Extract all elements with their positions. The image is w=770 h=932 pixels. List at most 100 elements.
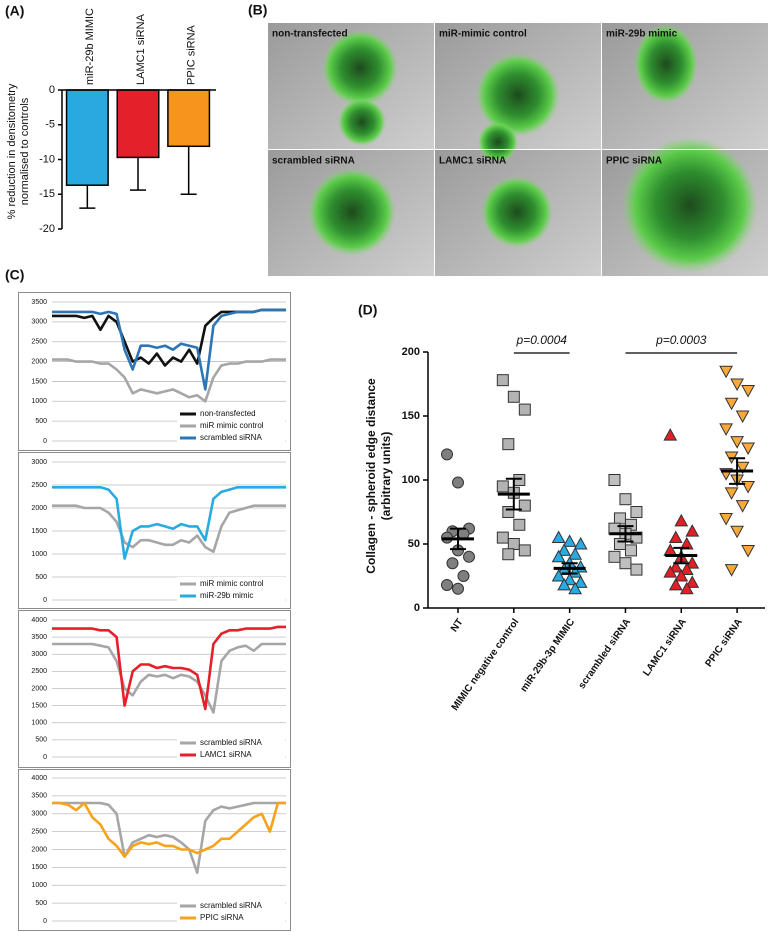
panel-label: (C) <box>5 267 24 283</box>
data-point <box>619 557 632 570</box>
y-tick-label: 2500 <box>31 668 47 675</box>
data-point <box>463 550 475 563</box>
data-point <box>502 548 515 561</box>
y-tick-label: 4000 <box>31 617 47 624</box>
data-point <box>613 512 626 525</box>
data-point <box>735 410 750 424</box>
data-point <box>719 365 733 379</box>
panel-label: (A) <box>5 3 24 19</box>
p-value: p=0.0004 <box>516 333 568 347</box>
y-tick-label: -20 <box>39 223 55 235</box>
data-point <box>735 500 750 513</box>
y-tick-label: 2000 <box>31 505 47 512</box>
spheroid <box>476 53 560 137</box>
legend-label: miR-29b mimic <box>200 591 253 600</box>
data-point <box>496 374 509 387</box>
data-point <box>674 513 689 527</box>
data-point <box>502 506 515 518</box>
y-tick-label: 3500 <box>31 634 47 641</box>
y-axis-label: normalised to controls <box>19 97 31 205</box>
y-axis-label: % reduction in densitometry <box>6 83 18 219</box>
y-tick-label: 0 <box>49 84 55 96</box>
legend-label: non-transfected <box>200 409 256 418</box>
y-tick-label: 2000 <box>31 358 47 365</box>
data-point <box>730 525 744 539</box>
data-point <box>630 531 643 544</box>
y-tick-label: 2000 <box>31 846 47 853</box>
data-point <box>741 384 755 398</box>
y-tick-label: 3000 <box>31 651 47 658</box>
y-tick-label: 3000 <box>31 459 47 466</box>
data-point <box>741 442 755 456</box>
data-point <box>562 534 577 547</box>
y-tick-label: 50 <box>408 538 420 550</box>
y-tick-label: 1500 <box>31 378 47 385</box>
data-point <box>502 438 515 451</box>
y-tick-label: 1000 <box>31 720 47 727</box>
data-point <box>518 544 531 557</box>
micrograph-label: miR-29b mimic <box>606 29 678 40</box>
legend-label: miR mimic control <box>200 579 264 588</box>
y-tick-label: 3500 <box>31 299 47 306</box>
category-label: LAMC1 siRNA <box>135 13 147 85</box>
y-tick-label: -15 <box>39 188 55 200</box>
data-point <box>679 562 694 576</box>
spheroid <box>338 98 386 146</box>
data-point <box>719 512 733 526</box>
legend-box <box>177 899 285 925</box>
p-value: p=0.0003 <box>655 333 707 347</box>
data-point <box>674 568 689 582</box>
spheroid <box>308 168 396 256</box>
legend-label: PPIC siRNA <box>200 913 244 922</box>
series-line <box>52 504 286 553</box>
micrograph-label: scrambled siRNA <box>272 156 355 167</box>
data-point <box>518 499 531 512</box>
y-tick-label: 500 <box>35 900 47 907</box>
data-point <box>452 582 464 595</box>
y-tick-label: 1500 <box>31 864 47 871</box>
data-point <box>663 428 678 441</box>
series-line <box>52 308 286 391</box>
bar <box>116 89 160 159</box>
series-line <box>52 625 286 711</box>
data-point <box>568 547 583 560</box>
series-line <box>52 642 286 714</box>
data-point <box>668 530 683 544</box>
data-point <box>441 448 453 461</box>
data-point <box>551 549 566 563</box>
y-tick-label: 500 <box>35 737 47 744</box>
series-line <box>52 801 286 874</box>
y-tick-label: 2000 <box>31 685 47 692</box>
data-point <box>551 568 566 582</box>
micrograph-label: miR-mimic control <box>439 29 527 40</box>
y-tick-label: 3500 <box>31 793 47 800</box>
data-point <box>518 403 531 416</box>
category-label: MIMIC negative control <box>450 617 522 713</box>
category-label: PPIC siRNA <box>186 24 198 85</box>
data-point <box>719 423 733 436</box>
y-tick-label: 0 <box>43 597 47 604</box>
data-point <box>730 378 744 392</box>
data-point <box>496 480 509 493</box>
data-point <box>685 575 700 588</box>
bar <box>167 89 211 148</box>
y-tick-label: 3000 <box>31 319 47 326</box>
category-label: LAMC1 siRNA <box>641 617 689 678</box>
data-point <box>507 538 520 550</box>
category-label: PPIC siRNA <box>704 617 745 669</box>
y-tick-label: 4000 <box>31 775 47 782</box>
category-label: NT <box>449 617 466 634</box>
data-point <box>557 577 572 591</box>
legend-label: scrambled siRNA <box>200 738 262 747</box>
data-point <box>551 530 566 544</box>
data-point <box>624 544 637 557</box>
data-point <box>630 563 643 576</box>
category-label: scrambled siRNA <box>577 617 634 691</box>
data-point <box>452 476 464 489</box>
spheroid <box>322 30 398 106</box>
data-point <box>724 564 739 577</box>
spheroid <box>481 176 553 248</box>
data-point <box>619 493 632 506</box>
data-point <box>724 487 739 500</box>
data-point <box>741 544 755 558</box>
